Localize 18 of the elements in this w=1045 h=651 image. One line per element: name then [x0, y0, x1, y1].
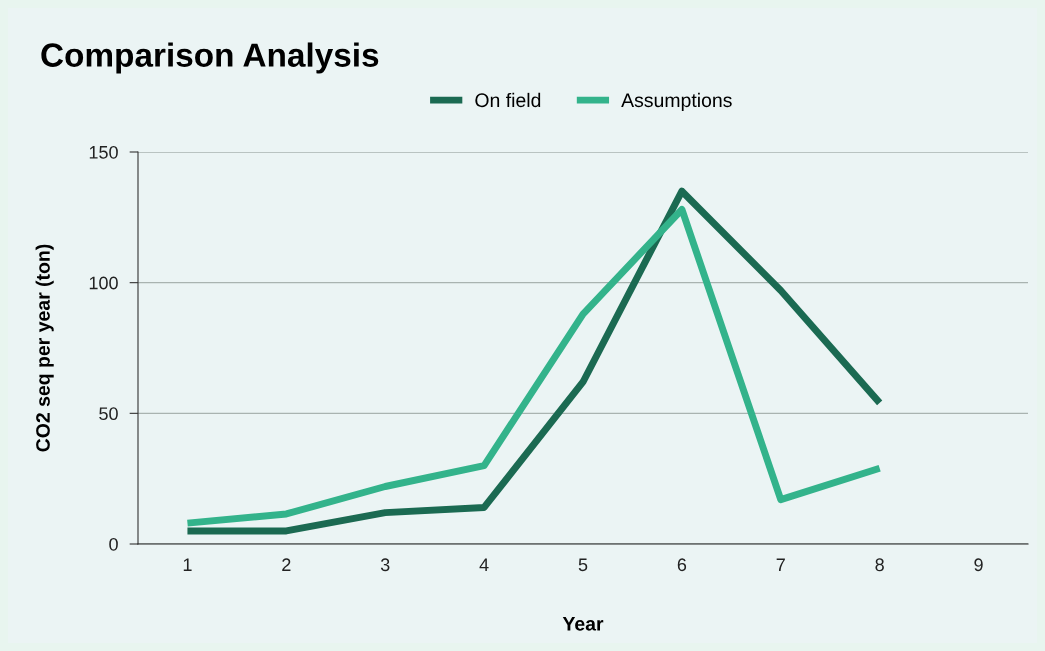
x-tick-label: 3 [380, 558, 390, 572]
x-tick-label: 1 [183, 558, 192, 571]
x-tick-label: 9 [974, 558, 983, 572]
y-tick-label: 50 [99, 407, 118, 421]
x-tick-label: 8 [875, 558, 884, 572]
chart-title: Comparison Analysis [41, 42, 379, 74]
x-tick-label: 4 [479, 558, 489, 571]
x-tick-label: 6 [677, 558, 687, 572]
x-axis-title: Year [562, 617, 604, 631]
y-tick-label: 100 [89, 276, 118, 290]
y-axis-title: CO2 seq per year (ton) [35, 244, 54, 452]
x-tick-label: 5 [578, 558, 588, 572]
y-tick-label: 150 [89, 145, 118, 159]
y-tick-label: 0 [109, 537, 118, 551]
legend-label: Assumptions [621, 92, 732, 111]
x-tick-label: 2 [282, 558, 291, 571]
x-tick-label: 7 [776, 558, 785, 571]
legend-label: On field [475, 92, 541, 108]
